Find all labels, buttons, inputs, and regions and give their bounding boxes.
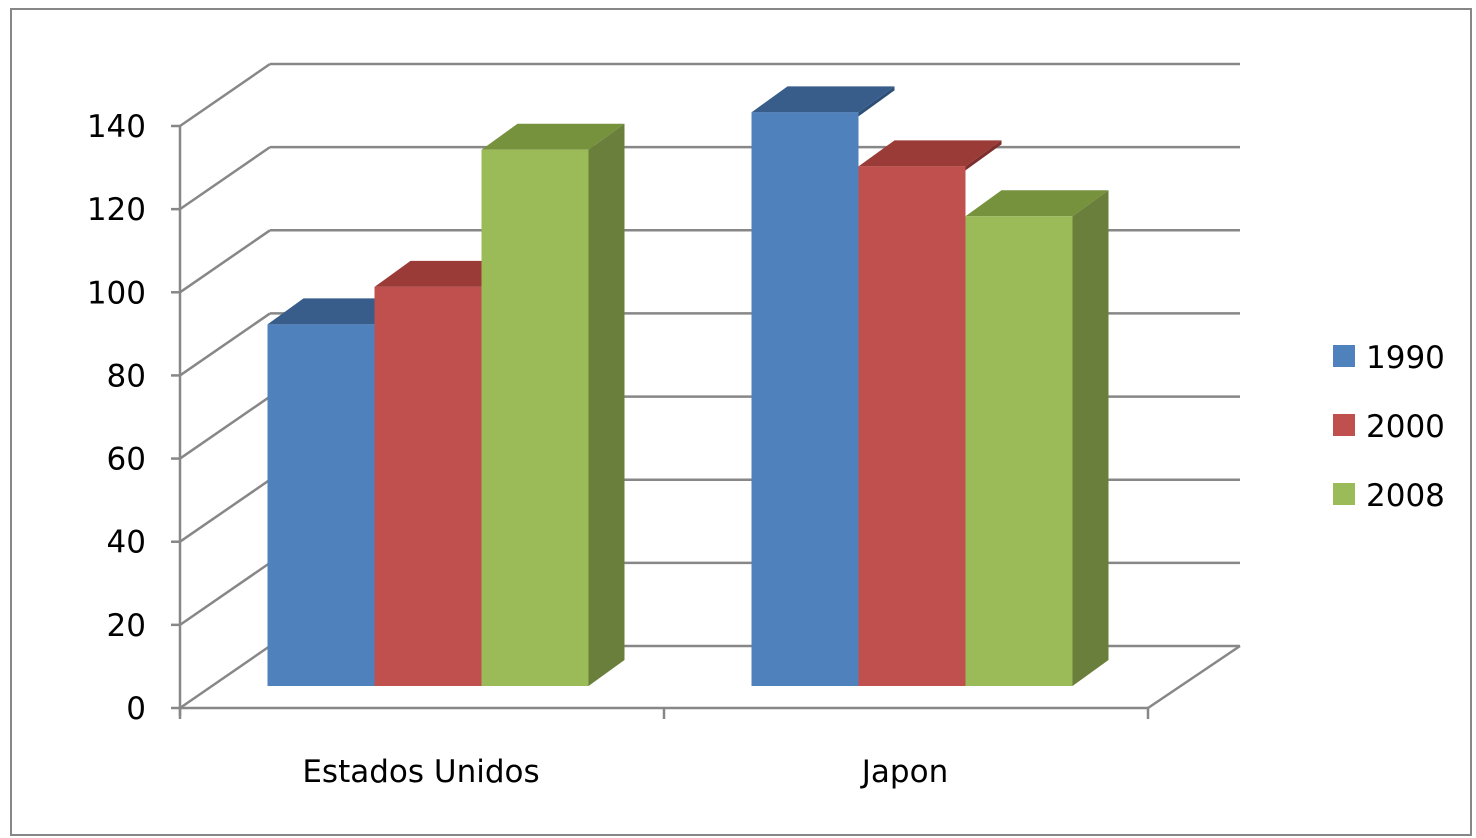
legend-swatch <box>1333 345 1355 367</box>
bar-top <box>751 86 895 113</box>
bar <box>267 324 375 686</box>
legend-swatch <box>1333 483 1355 505</box>
x-tick-label: Estados Unidos <box>302 754 539 790</box>
y-tick-label: 100 <box>87 275 146 311</box>
bar-side <box>1072 190 1109 686</box>
bar-side <box>858 86 895 117</box>
legend-label: 1990 <box>1366 340 1445 376</box>
bar-side <box>965 140 1002 171</box>
x-tick-label: Japon <box>860 754 948 790</box>
side-wall-line <box>179 229 271 294</box>
y-tick-label: 40 <box>107 525 146 561</box>
side-wall-line <box>179 62 271 128</box>
legend-label: 2000 <box>1366 409 1445 445</box>
side-wall-line <box>179 478 271 543</box>
bar <box>481 149 589 686</box>
bar <box>751 112 859 687</box>
bar-top <box>481 123 625 150</box>
legend-swatch <box>1333 414 1355 436</box>
y-tick-label: 80 <box>107 358 146 394</box>
floor-right-edge <box>1147 644 1241 710</box>
bar-side <box>588 123 625 686</box>
y-tick-label: 60 <box>107 442 146 478</box>
side-wall-line <box>179 146 271 211</box>
y-tick-label: 140 <box>87 109 146 145</box>
y-tick-label: 0 <box>126 691 146 727</box>
bars <box>267 86 1109 687</box>
legend: 1990 2000 2008 <box>1333 340 1445 514</box>
bar <box>965 216 1073 686</box>
bar <box>374 286 482 686</box>
bar-top <box>858 140 1002 167</box>
side-wall-line <box>179 561 271 626</box>
y-tick-label: 120 <box>87 192 146 228</box>
side-wall-line <box>179 312 271 377</box>
y-tick-label: 20 <box>107 608 146 644</box>
legend-label: 2008 <box>1366 478 1445 514</box>
side-wall-line <box>179 644 271 710</box>
bar-top <box>965 190 1109 217</box>
bar <box>858 166 966 686</box>
side-wall-line <box>179 395 271 460</box>
